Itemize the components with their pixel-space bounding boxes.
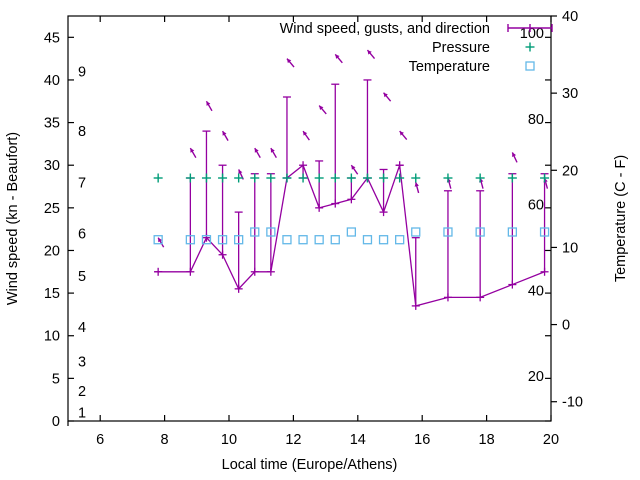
y-tick-label-beaufort: 5 <box>78 269 86 285</box>
y-tick-label-knots: 20 <box>44 243 60 259</box>
temperature-marker <box>346 227 357 237</box>
y-tick-label-beaufort: 2 <box>78 384 86 400</box>
temperature-marker <box>443 227 453 237</box>
temperature-marker <box>217 235 228 245</box>
temperature-marker <box>378 235 389 245</box>
temperature-series <box>153 227 550 245</box>
legend-square <box>525 61 535 71</box>
legend-label-1: Pressure <box>432 40 490 56</box>
y-tick-label-beaufort: 1 <box>78 405 86 421</box>
x-tick-label: 12 <box>285 432 301 448</box>
temperature-marker <box>475 227 485 237</box>
temperature-marker <box>250 227 260 237</box>
wind-arrow-head <box>414 182 419 187</box>
y2-tick-label-celsius: 30 <box>562 86 578 102</box>
wind-arrow-head <box>190 148 195 153</box>
wind-arrow-head <box>512 152 517 158</box>
temperature-marker <box>266 227 276 237</box>
y2-axis-title: Temperature (C - F) <box>613 155 629 282</box>
y2-tick-label-fahrenheit: 80 <box>528 112 544 128</box>
wind-arrow-head <box>351 165 356 170</box>
y2-tick-label-celsius: 20 <box>562 163 578 179</box>
y-tick-label-knots: 35 <box>44 116 60 132</box>
y-tick-label-beaufort: 8 <box>78 124 86 140</box>
wind-arrow-head <box>222 131 227 136</box>
wind-direction-arrows <box>157 49 549 248</box>
temperature-marker <box>298 235 308 245</box>
y-tick-label-knots: 45 <box>44 30 60 46</box>
x-tick-label: 20 <box>543 432 559 448</box>
wind-speed-line <box>158 164 545 307</box>
temperature-marker <box>201 235 212 245</box>
wind-arrow-head <box>303 131 308 136</box>
y2-tick-label-celsius: 40 <box>562 9 578 25</box>
temperature-marker <box>507 227 518 237</box>
y-tick-label-knots: 25 <box>44 201 60 217</box>
y-tick-label-beaufort: 6 <box>78 226 86 242</box>
x-axis-title: Local time (Europe/Athens) <box>222 457 398 473</box>
y-tick-label-knots: 10 <box>44 329 60 345</box>
x-tick-label: 8 <box>161 432 169 448</box>
pressure-series <box>153 173 550 183</box>
temperature-marker <box>234 235 244 245</box>
legend-label-0: Wind speed, gusts, and direction <box>280 21 490 37</box>
wind-arrow-head <box>286 58 292 64</box>
y-tick-label-knots: 0 <box>52 414 60 430</box>
wind-arrow-head <box>206 101 211 106</box>
temperature-marker <box>395 235 405 245</box>
y-tick-label-beaufort: 7 <box>78 175 86 191</box>
temperature-marker <box>362 235 373 245</box>
temperature-marker <box>282 235 292 245</box>
y2-tick-label-celsius: 10 <box>562 240 578 256</box>
y2-tick-label-celsius: -10 <box>562 395 583 411</box>
y-tick-label-knots: 15 <box>44 286 60 302</box>
x-tick-label: 6 <box>96 432 104 448</box>
y2-tick-label-fahrenheit: 100 <box>520 26 544 42</box>
legend-label-2: Temperature <box>409 59 490 75</box>
y-tick-label-beaufort: 3 <box>78 354 86 370</box>
y2-tick-label-fahrenheit: 60 <box>528 198 544 214</box>
wind-arrow-head <box>383 92 388 98</box>
temperature-marker <box>185 235 196 245</box>
plot-frame <box>67 15 552 422</box>
x-tick-label: 10 <box>221 432 237 448</box>
wind-arrow-head <box>367 50 372 55</box>
y-tick-label-beaufort: 4 <box>78 320 86 336</box>
wind-arrow-head <box>270 148 275 153</box>
y-tick-label-knots: 40 <box>44 73 60 89</box>
x-tick-label: 16 <box>414 432 430 448</box>
temperature-marker <box>314 235 324 245</box>
temperature-marker <box>330 235 340 245</box>
wind-series <box>154 79 549 310</box>
y2-tick-label-fahrenheit: 40 <box>528 283 544 299</box>
y-tick-label-knots: 30 <box>44 158 60 174</box>
wind-arrow-head <box>319 105 324 111</box>
temperature-marker <box>411 227 421 237</box>
y-tick-label-knots: 5 <box>52 371 60 387</box>
y2-tick-label-celsius: 0 <box>562 318 570 334</box>
y-tick-label-beaufort: 9 <box>78 64 86 80</box>
wind-arrow-head <box>238 169 243 175</box>
y-axis-title: Wind speed (kn - Beaufort) <box>5 132 21 305</box>
temperature-marker <box>153 235 163 245</box>
temperature-marker <box>539 227 550 237</box>
wind-arrow-head <box>399 131 404 136</box>
x-tick-label: 14 <box>350 432 366 448</box>
y2-tick-label-fahrenheit: 20 <box>528 369 544 385</box>
wind-arrow-head <box>158 237 163 243</box>
legend <box>507 24 553 71</box>
wind-arrow-head <box>335 54 340 59</box>
wind-arrow-head <box>254 148 259 153</box>
x-tick-label: 18 <box>479 432 495 448</box>
